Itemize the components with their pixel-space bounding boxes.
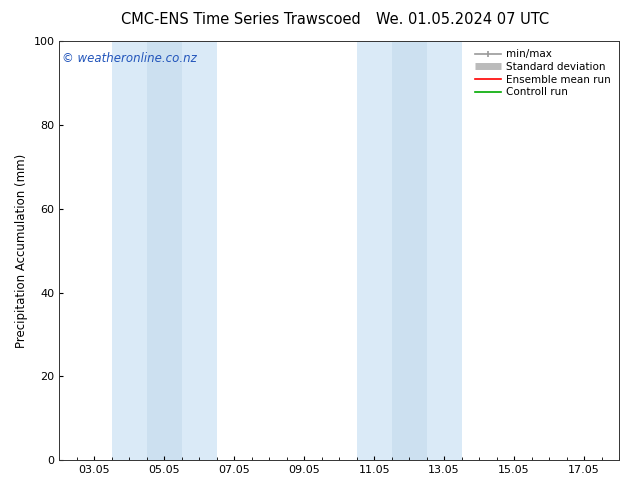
Bar xyxy=(357,41,392,460)
Y-axis label: Precipitation Accumulation (mm): Precipitation Accumulation (mm) xyxy=(15,153,28,348)
Bar xyxy=(427,41,462,460)
Legend: min/max, Standard deviation, Ensemble mean run, Controll run: min/max, Standard deviation, Ensemble me… xyxy=(472,46,614,100)
Bar xyxy=(112,41,147,460)
Text: © weatheronline.co.nz: © weatheronline.co.nz xyxy=(62,51,197,65)
Bar xyxy=(182,41,217,460)
Bar xyxy=(147,41,182,460)
Text: CMC-ENS Time Series Trawscoed: CMC-ENS Time Series Trawscoed xyxy=(121,12,361,27)
Bar xyxy=(392,41,427,460)
Text: We. 01.05.2024 07 UTC: We. 01.05.2024 07 UTC xyxy=(376,12,550,27)
